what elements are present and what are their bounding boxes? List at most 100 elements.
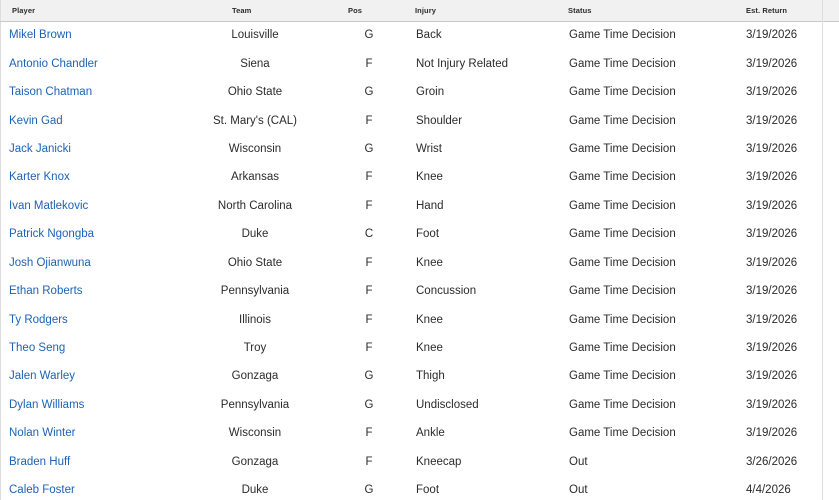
player-link[interactable]: Kevin Gad: [9, 114, 63, 127]
cell-est-return: 3/19/2026: [746, 256, 798, 269]
column-header-est-return[interactable]: Est. Return: [716, 0, 839, 22]
cell-pos: F: [365, 285, 373, 298]
player-link[interactable]: Ethan Roberts: [9, 285, 83, 298]
player-link[interactable]: Patrick Ngongba: [9, 228, 95, 241]
cell-status: Out: [569, 455, 588, 468]
cell-injury: Concussion: [416, 285, 477, 298]
cell-injury: Groin: [416, 86, 445, 99]
player-link[interactable]: Caleb Foster: [9, 484, 75, 497]
cell-player: Kevin Gad: [0, 106, 170, 134]
cell-injury: Knee: [416, 342, 443, 355]
cell-team: Ohio State: [227, 86, 283, 99]
cell-injury: Thigh: [416, 370, 445, 383]
cell-pos: G: [364, 484, 374, 497]
cell-team: Illinois: [239, 313, 271, 326]
cell-est-return: 3/19/2026: [746, 171, 798, 184]
player-link[interactable]: Ty Rodgers: [9, 313, 68, 326]
column-header-pos[interactable]: Pos: [340, 0, 402, 22]
column-header-injury-label: Injury: [415, 5, 437, 15]
table-row: Karter Knox Arkansas F Knee Game Time Decisi…: [0, 163, 839, 192]
cell-status: Game Time Decision: [569, 142, 676, 155]
cell-player: Ty Rodgers: [0, 305, 170, 333]
cell-player: Braden Huff: [0, 448, 170, 476]
cell-player: Karter Knox: [0, 163, 170, 191]
table-row: Caleb Foster Duke G Foot Out 4/4/2026: [0, 476, 839, 500]
player-link[interactable]: Jack Janicki: [9, 142, 71, 155]
table-header: Player Team Pos Injury Status Est. Retur…: [0, 0, 839, 22]
cell-status: Game Time Decision: [569, 398, 676, 411]
cell-est-return: 3/19/2026: [746, 342, 798, 355]
player-link[interactable]: Nolan Winter: [9, 427, 76, 440]
table-row: Mikel Brown Louisville G Back Game Time Deci…: [0, 21, 839, 50]
player-link[interactable]: Jalen Warley: [9, 370, 76, 383]
column-header-injury[interactable]: Injury: [402, 0, 552, 22]
cell-pos: F: [365, 427, 373, 440]
table-header-row: Player Team Pos Injury Status Est. Retur…: [0, 0, 839, 22]
table-row: Ethan Roberts Pennsylvania F Concussion Game…: [0, 276, 839, 306]
cell-team: St. Mary's (CAL): [213, 114, 297, 127]
cell-status: Game Time Decision: [569, 370, 676, 383]
cell-injury: Not Injury Related: [416, 57, 509, 70]
cell-pos: F: [365, 114, 373, 127]
player-link[interactable]: Josh Ojianwuna: [9, 256, 91, 269]
cell-est-return: 3/19/2026: [746, 57, 798, 70]
table-row: Nolan Winter Wisconsin F Ankle Game Time Dec…: [0, 419, 839, 448]
cell-status: Game Time Decision: [569, 114, 676, 127]
column-header-player[interactable]: Player: [0, 0, 170, 22]
cell-status: Game Time Decision: [569, 171, 676, 184]
column-header-status[interactable]: Status: [552, 0, 716, 22]
cell-status: Game Time Decision: [569, 29, 676, 42]
cell-player: Ethan Roberts: [0, 277, 170, 305]
cell-est-return: 3/19/2026: [746, 142, 798, 155]
player-link[interactable]: Antonio Chandler: [9, 57, 98, 70]
player-link[interactable]: Dylan Williams: [9, 398, 85, 411]
player-link[interactable]: Karter Knox: [9, 171, 70, 184]
cell-est-return: 3/19/2026: [746, 427, 798, 440]
player-link[interactable]: Ivan Matlekovic: [9, 199, 89, 212]
table-row: Patrick Ngongba Duke C Foot Game Time Decisi…: [0, 220, 839, 249]
cell-player: Patrick Ngongba: [0, 220, 170, 248]
cell-pos: G: [364, 370, 374, 383]
cell-est-return: 3/19/2026: [746, 29, 798, 42]
cell-injury: Knee: [416, 313, 443, 326]
cell-pos: F: [365, 199, 373, 212]
cell-status: Game Time Decision: [569, 228, 676, 241]
table-row: Taison Chatman Ohio State G Groin Game Time …: [0, 77, 839, 107]
cell-injury: Back: [416, 29, 442, 42]
cell-team: Pennsylvania: [220, 285, 290, 298]
cell-team: Ohio State: [227, 256, 283, 269]
cell-status: Game Time Decision: [569, 256, 676, 269]
cell-pos: F: [365, 57, 373, 70]
cell-pos: G: [364, 142, 374, 155]
cell-est-return: 3/19/2026: [746, 285, 798, 298]
player-link[interactable]: Mikel Brown: [9, 29, 72, 42]
cell-status: Game Time Decision: [569, 86, 676, 99]
cell-injury: Wrist: [416, 142, 442, 155]
column-header-team[interactable]: Team: [170, 0, 340, 22]
cell-injury: Knee: [416, 171, 443, 184]
cell-team: Wisconsin: [228, 427, 282, 440]
cell-est-return: 3/19/2026: [746, 313, 798, 326]
cell-team: Siena: [240, 57, 270, 70]
cell-status: Game Time Decision: [569, 313, 676, 326]
cell-injury: Knee: [416, 256, 443, 269]
cell-pos: F: [365, 455, 373, 468]
table-row: Ivan Matlekovic North Carolina F Hand Game T…: [0, 191, 839, 221]
cell-pos: F: [365, 256, 373, 269]
cell-pos: F: [365, 171, 373, 184]
cell-status: Game Time Decision: [569, 199, 676, 212]
cell-injury: Foot: [416, 484, 440, 497]
player-link[interactable]: Braden Huff: [9, 455, 71, 468]
cell-injury: Foot: [416, 228, 440, 241]
cell-player: Taison Chatman: [0, 78, 170, 106]
player-link[interactable]: Theo Seng: [9, 342, 66, 355]
cell-team: Louisville: [231, 29, 279, 42]
cell-player: Dylan Williams: [0, 391, 170, 419]
cell-injury: Hand: [416, 199, 444, 212]
player-link[interactable]: Taison Chatman: [9, 86, 93, 99]
cell-pos: F: [365, 313, 373, 326]
cell-player: Mikel Brown: [0, 21, 170, 49]
column-header-team-label: Team: [232, 5, 252, 15]
cell-est-return: 4/4/2026: [746, 484, 791, 497]
